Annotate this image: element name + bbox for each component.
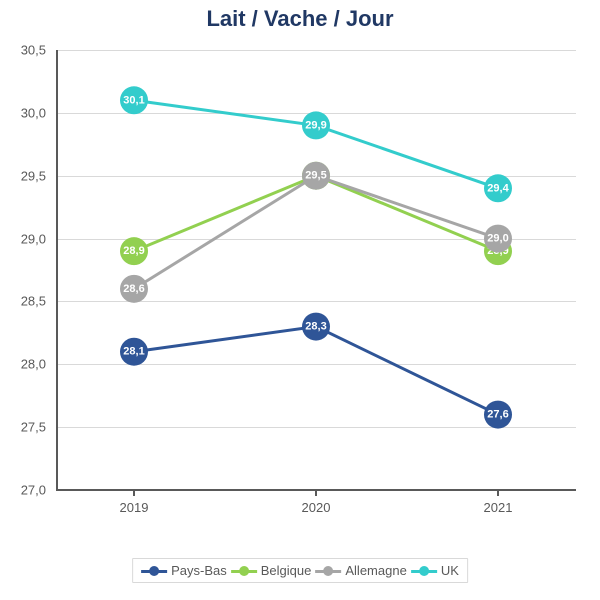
marker-value: 30,1 <box>123 94 144 106</box>
data-marker: 29,0 <box>484 225 512 253</box>
y-tick-label: 29,5 <box>0 168 46 183</box>
plot-area: 28,128,327,628,929,528,928,629,529,030,1… <box>56 50 576 490</box>
x-tick-label: 2019 <box>120 500 149 515</box>
data-marker: 29,5 <box>302 162 330 190</box>
y-tick-label: 30,5 <box>0 43 46 58</box>
marker-value: 29,0 <box>487 233 508 245</box>
x-tick-mark <box>315 490 317 496</box>
y-tick-label: 27,0 <box>0 483 46 498</box>
marker-value: 29,4 <box>487 182 509 194</box>
x-tick-label: 2021 <box>484 500 513 515</box>
chart-container: Lait / Vache / Jour 28,1 28,3 27,6 28,9 29,5… <box>0 0 600 600</box>
data-marker: 28,9 <box>120 237 148 265</box>
legend-label: Allemagne <box>345 563 406 578</box>
data-marker: 30,1 <box>120 86 148 114</box>
legend-swatch <box>141 565 167 577</box>
x-tick-label: 2020 <box>302 500 331 515</box>
legend-label: Belgique <box>261 563 312 578</box>
marker-value: 29,9 <box>305 119 326 131</box>
data-marker: 28,1 <box>120 338 148 366</box>
x-tick-mark <box>497 490 499 496</box>
legend-item: Pays-Bas <box>141 563 227 578</box>
legend-item: UK <box>411 563 459 578</box>
marker-value: 28,3 <box>305 321 326 333</box>
legend-label: Pays-Bas <box>171 563 227 578</box>
data-marker: 29,9 <box>302 111 330 139</box>
data-marker: 27,6 <box>484 401 512 429</box>
legend-item: Belgique <box>231 563 312 578</box>
marker-value: 28,6 <box>123 283 144 295</box>
legend-swatch <box>231 565 257 577</box>
marker-value: 28,1 <box>123 346 144 358</box>
y-tick-label: 29,0 <box>0 231 46 246</box>
legend-label: UK <box>441 563 459 578</box>
data-marker: 28,3 <box>302 313 330 341</box>
marker-value: 28,9 <box>123 245 144 257</box>
y-tick-label: 28,0 <box>0 357 46 372</box>
chart-title: Lait / Vache / Jour <box>0 6 600 32</box>
y-tick-label: 28,5 <box>0 294 46 309</box>
data-marker: 28,6 <box>120 275 148 303</box>
series-line <box>134 176 498 289</box>
y-tick-label: 30,0 <box>0 105 46 120</box>
legend-swatch <box>411 565 437 577</box>
marker-value: 27,6 <box>487 409 508 421</box>
data-marker: 29,4 <box>484 174 512 202</box>
x-tick-mark <box>133 490 135 496</box>
y-tick-label: 27,5 <box>0 420 46 435</box>
x-tick-labels: 2019 2020 2021 <box>56 500 576 520</box>
legend-item: Allemagne <box>315 563 406 578</box>
legend-swatch <box>315 565 341 577</box>
legend: Pays-Bas Belgique Allemagne UK <box>132 558 468 583</box>
plot-svg: 28,128,327,628,929,528,928,629,529,030,1… <box>56 50 576 490</box>
marker-value: 29,5 <box>305 170 326 182</box>
